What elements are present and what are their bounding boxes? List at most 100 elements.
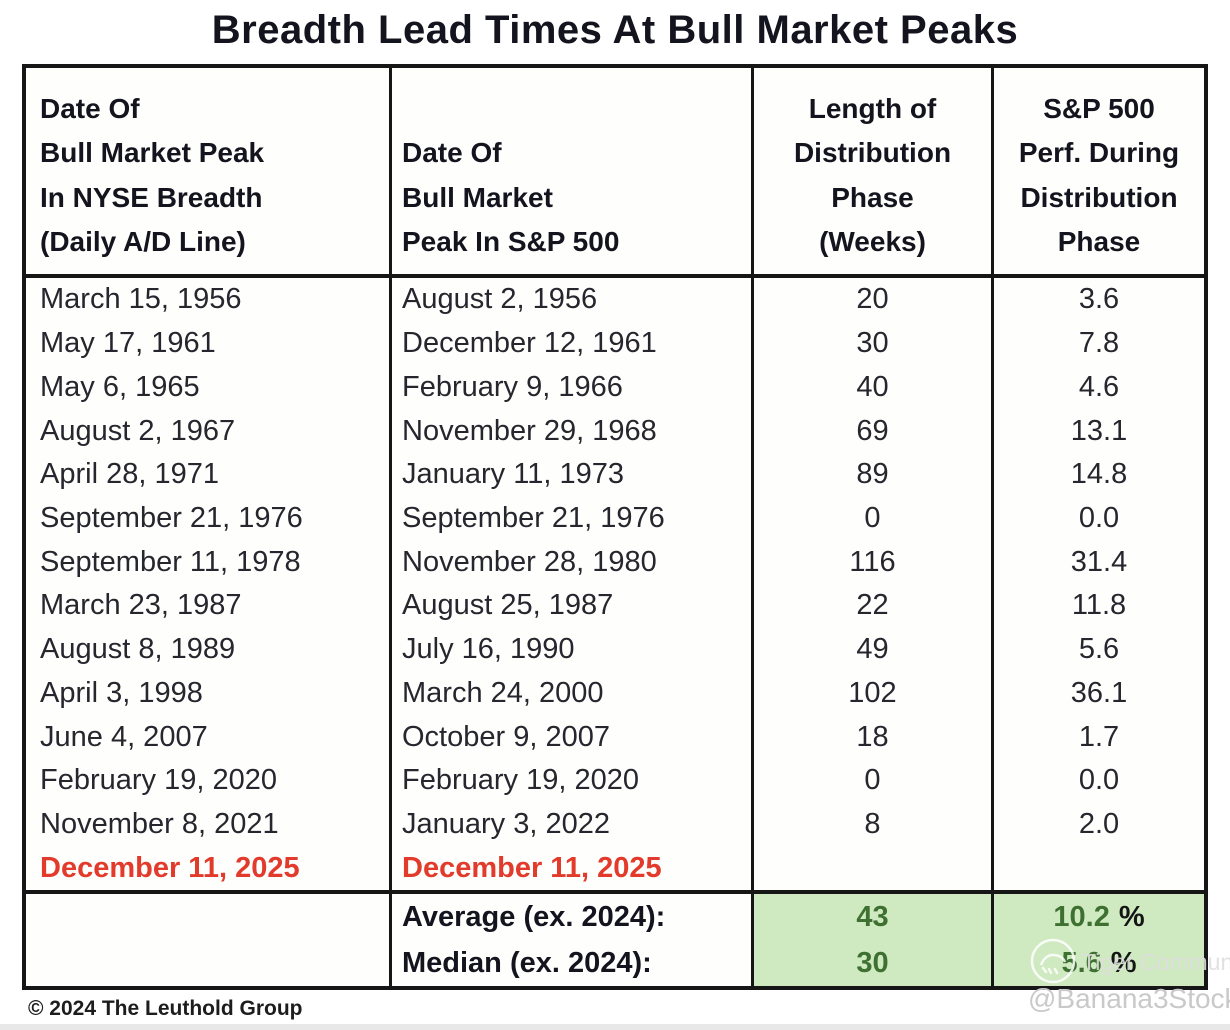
sp500-peak-date: January 11, 1973 [392,452,754,497]
table-row: November 8, 2021 January 3, 2022 8 2.0 [26,802,1204,847]
sp500-peak-date: January 3, 2022 [392,802,754,847]
sp500-perf: 5.6 [1078,633,1120,666]
header-sp500-peak-date: Date Of Bull Market Peak In S&P 500 [392,68,754,274]
table-row: June 4, 2007 October 9, 2007 18 1.7 [26,715,1204,759]
sp500-perf [994,846,1204,890]
distribution-weeks: 22 [754,584,994,628]
data-table: Date Of Bull Market Peak In NYSE Breadth… [22,64,1208,990]
distribution-weeks: 18 [754,715,994,759]
table-row: March 15, 1956 August 2, 1956 20 3.6 [26,278,1204,322]
distribution-weeks: 49 [754,627,994,672]
distribution-weeks: 8 [754,802,994,847]
sp500-peak-date: March 24, 2000 [392,671,754,716]
table-header-row: Date Of Bull Market Peak In NYSE Breadth… [26,68,1204,278]
distribution-weeks: 0 [754,758,994,803]
table-row: September 21, 1976 September 21, 1976 0 … [26,496,1204,541]
empty-cell [26,940,392,986]
distribution-weeks: 69 [754,409,994,453]
breadth-peak-date: December 11, 2025 [26,846,392,891]
median-perf-cell: 5.6 % [994,940,1204,986]
breadth-peak-date: March 23, 1987 [26,584,392,628]
sp500-peak-date: November 29, 1968 [392,409,754,453]
table-row: February 19, 2020 February 19, 2020 0 0.… [26,758,1204,803]
table-row: March 23, 1987 August 25, 1987 22 11.8 [26,584,1204,628]
distribution-weeks: 30 [754,321,994,366]
copyright-text: © 2024 The Leuthold Group [28,997,303,1020]
table-body: March 15, 1956 August 2, 1956 20 3.6 May… [26,278,1204,891]
sp500-perf: 1.7 [1078,720,1120,753]
sp500-perf: 31.4 [1070,545,1128,578]
average-perf-value: 10.2 [1053,900,1110,933]
table-row: April 3, 1998 March 24, 2000 102 36.1 [26,671,1204,716]
breadth-peak-date: May 17, 1961 [26,321,392,366]
header-distribution-weeks: Length of Distribution Phase (Weeks) [754,68,994,274]
sp500-perf: 4.6 [1078,370,1120,403]
banana3stocks-watermark: @Banana3Stocks [1028,983,1230,1014]
distribution-weeks: 20 [754,278,994,322]
breadth-peak-date: March 15, 1956 [26,278,392,322]
sp500-perf: 3.6 [1078,283,1120,316]
percent-sign: % [1118,900,1145,933]
distribution-weeks [754,846,994,891]
breadth-peak-date: September 21, 1976 [26,496,392,541]
sp500-peak-date: November 28, 1980 [392,540,754,585]
sp500-peak-date: August 25, 1987 [392,584,754,628]
distribution-weeks: 116 [754,540,994,585]
breadth-peak-date: September 11, 1978 [26,540,392,585]
sp500-peak-date: February 9, 1966 [392,365,754,410]
median-perf-value: 5.6 [1061,946,1102,979]
table-row-highlighted: December 11, 2025 December 11, 2025 [26,846,1204,891]
sp500-peak-date: September 21, 1976 [392,496,754,541]
table-row: August 8, 1989 July 16, 1990 49 5.6 [26,627,1204,672]
tiger-community-logo-icon [1030,938,1076,984]
table-row: May 6, 1965 February 9, 1966 40 4.6 [26,365,1204,410]
summary-row-median: Median (ex. 2024): 30 5.6 % [26,940,1204,986]
breadth-peak-date: February 19, 2020 [26,758,392,803]
average-perf-cell: 10.2 % [994,894,1204,940]
breadth-peak-date: August 8, 1989 [26,627,392,672]
distribution-weeks: 89 [754,452,994,497]
breadth-peak-date: April 28, 1971 [26,452,392,497]
distribution-weeks: 0 [754,496,994,541]
sp500-perf: 11.8 [1071,589,1127,622]
sp500-peak-date: August 2, 1956 [392,278,754,322]
percent-sign: % [1110,946,1137,979]
sp500-perf: 14.8 [1070,458,1128,491]
breadth-peak-date: August 2, 1967 [26,409,392,453]
breadth-peak-date: May 6, 1965 [26,365,392,410]
table-row: August 2, 1967 November 29, 1968 69 13.1 [26,409,1204,453]
sp500-perf: 0.0 [1078,764,1120,797]
sp500-peak-date: February 19, 2020 [392,758,754,803]
clipped-text-fragment: Breadth Lead Times At Bull Market Peaks [292,0,1022,7]
breadth-peak-date: November 8, 2021 [26,802,392,847]
sp500-perf: 2.0 [1078,807,1120,840]
clipped-text: Breadth Lead Times At Bull Market Peaks [292,0,1022,4]
table-row: September 11, 1978 November 28, 1980 116… [26,540,1204,585]
header-breadth-peak-date: Date Of Bull Market Peak In NYSE Breadth… [26,68,392,274]
average-weeks: 43 [754,894,994,940]
sp500-peak-date: December 11, 2025 [392,846,754,891]
breadth-peak-date: June 4, 2007 [26,715,392,759]
table-row: May 17, 1961 December 12, 1961 30 7.8 [26,321,1204,366]
table-summary: Average (ex. 2024): 43 10.2 % Median (ex… [26,890,1204,986]
page-title: Breadth Lead Times At Bull Market Peaks [211,8,1019,52]
tiger-community-watermark: Tiger Community [1082,949,1230,975]
sp500-perf: 13.1 [1070,414,1128,447]
sp500-perf: 0.0 [1078,501,1120,534]
distribution-weeks: 102 [754,671,994,716]
sp500-perf: 36.1 [1070,676,1128,709]
bottom-edge-bar [0,1024,1230,1030]
table-row: April 28, 1971 January 11, 1973 89 14.8 [26,452,1204,497]
median-label: Median (ex. 2024): [392,940,754,986]
average-label: Average (ex. 2024): [392,894,754,940]
summary-row-average: Average (ex. 2024): 43 10.2 % [26,894,1204,940]
median-weeks: 30 [754,940,994,986]
breadth-peak-date: April 3, 1998 [26,671,392,716]
sp500-peak-date: July 16, 1990 [392,627,754,672]
distribution-weeks: 40 [754,365,994,410]
header-sp500-perf: S&P 500 Perf. During Distribution Phase [1018,93,1180,257]
sp500-peak-date: October 9, 2007 [392,715,754,759]
empty-cell [26,894,392,940]
sp500-peak-date: December 12, 1961 [392,321,754,366]
